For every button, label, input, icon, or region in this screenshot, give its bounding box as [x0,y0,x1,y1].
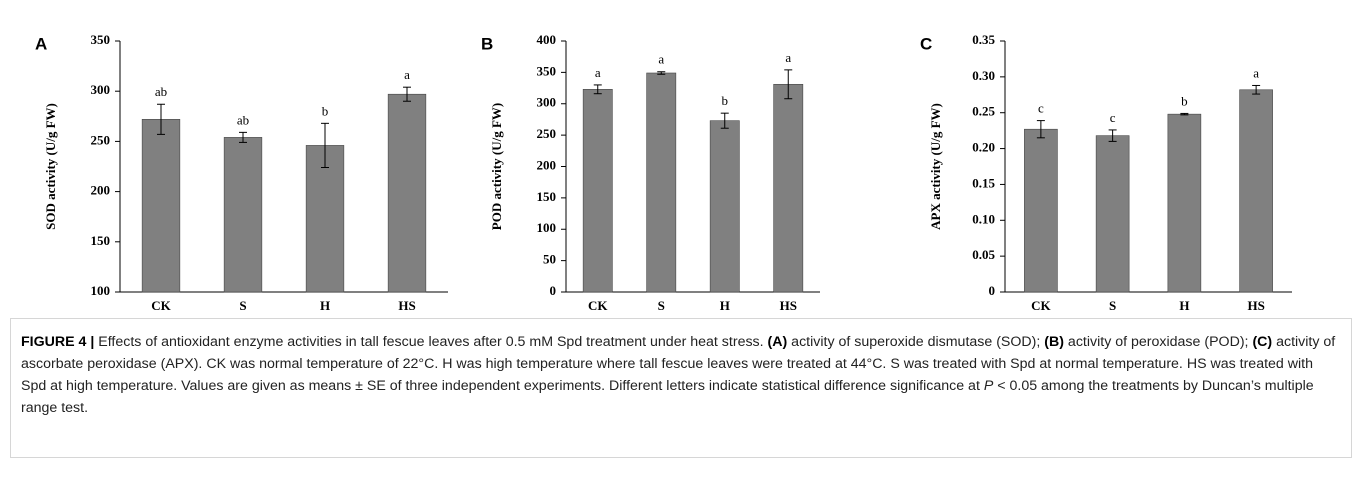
y-axis-title: POD activity (U/g FW) [489,103,504,230]
significance-letter: a [785,50,791,65]
y-tick-label: 250 [537,126,557,141]
y-tick-label: 350 [537,63,557,78]
significance-letter: a [595,65,601,80]
y-tick-label: 300 [537,95,557,110]
y-tick-label: 0 [550,283,557,298]
significance-letter: b [322,103,329,118]
y-tick-label: 150 [537,189,557,204]
y-tick-label: 0.20 [972,140,995,155]
panel-label: C [920,34,932,53]
significance-letter: ab [155,84,167,99]
caption-text: (B) [1044,334,1064,350]
x-tick-label: CK [1031,298,1051,310]
y-tick-label: 0.15 [972,175,995,190]
bar [1239,89,1273,293]
x-tick-label: HS [398,298,415,310]
y-tick-label: 200 [91,183,111,198]
bar [305,145,345,293]
significance-letter: c [1038,101,1044,116]
x-tick-label: HS [1247,298,1264,310]
caption-text: FIGURE 4 | [21,334,95,350]
x-tick-label: S [1109,298,1116,310]
y-tick-label: 150 [91,233,111,248]
y-axis-title: APX activity (U/g FW) [928,103,943,230]
y-tick-label: 400 [537,32,557,47]
y-tick-label: 50 [543,252,556,267]
x-tick-label: S [658,298,665,310]
caption-text: P [983,378,994,394]
bar [223,137,263,293]
x-tick-label: CK [151,298,171,310]
y-tick-label: 0 [989,283,996,298]
x-tick-label: CK [588,298,608,310]
bar [773,83,804,293]
bar [1095,135,1130,293]
y-tick-label: 350 [91,32,111,47]
x-tick-label: H [720,298,730,310]
caption-text: activity of ascorbate peroxidase (APX). … [21,334,1336,394]
y-tick-label: 0.30 [972,68,995,83]
significance-letter: a [404,67,410,82]
caption-text: Effects of antioxidant enzyme activities… [94,334,768,350]
figure-caption: FIGURE 4 | Effects of antioxidant enzyme… [10,318,1352,458]
significance-letter: c [1110,110,1116,125]
significance-letter: b [1181,93,1188,108]
caption-text: activity of peroxidase (POD); [1063,334,1253,350]
y-tick-label: 0.35 [972,32,995,47]
bar [646,72,677,293]
bar [387,93,427,293]
bar [582,89,613,293]
y-tick-label: 0.05 [972,247,995,262]
caption-text: activity of superoxide dismutase (SOD); [787,334,1045,350]
y-tick-label: 250 [91,132,111,147]
caption-text: (A) [767,334,788,350]
y-tick-label: 0.25 [972,104,995,119]
panel-label: A [35,34,47,53]
x-tick-label: S [239,298,246,310]
bar [1167,113,1202,293]
x-tick-label: H [320,298,330,310]
y-axis-title: SOD activity (U/g FW) [43,103,58,230]
significance-letter: a [658,52,664,67]
caption-text: (C) [1252,334,1273,350]
y-tick-label: 0.10 [972,211,995,226]
x-tick-label: HS [780,298,797,310]
bar [1024,128,1058,293]
significance-letter: b [722,93,729,108]
panel-label: B [481,34,493,53]
significance-letter: a [1253,65,1259,80]
significance-letter: ab [237,112,249,127]
y-tick-label: 100 [91,283,111,298]
y-tick-label: 100 [537,220,557,235]
caption-text: < 0.05 among the treatments by Duncan’s … [21,378,1314,416]
bar [141,119,181,293]
x-tick-label: H [1179,298,1189,310]
y-tick-label: 200 [537,157,557,172]
bar [709,120,740,293]
y-tick-label: 300 [91,82,111,97]
